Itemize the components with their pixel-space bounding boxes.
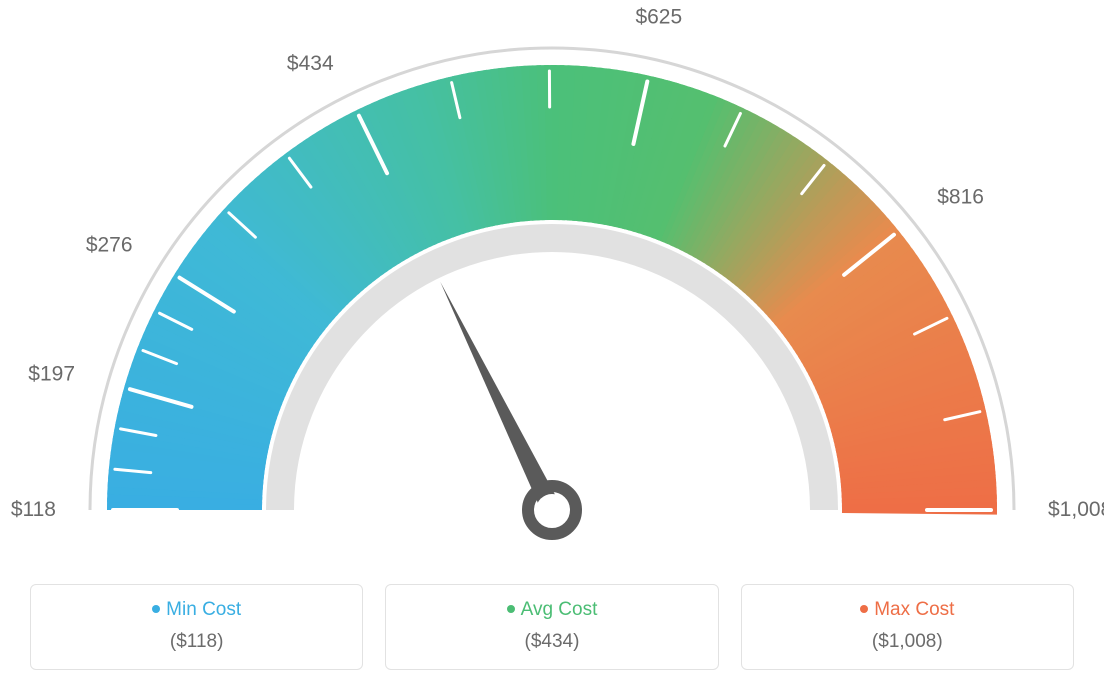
legend-min-cost: Min Cost ($118) xyxy=(30,584,363,670)
dot-icon xyxy=(860,605,868,613)
dot-icon xyxy=(152,605,160,613)
legend-max-label: Max Cost xyxy=(874,599,954,620)
legend-row: Min Cost ($118) Avg Cost ($434) Max Cost… xyxy=(30,584,1074,670)
gauge-tick-label: $118 xyxy=(11,498,56,521)
legend-max-title: Max Cost xyxy=(752,599,1063,621)
legend-max-cost: Max Cost ($1,008) xyxy=(741,584,1074,670)
legend-avg-title: Avg Cost xyxy=(396,599,707,621)
legend-min-title: Min Cost xyxy=(41,599,352,621)
gauge-needle xyxy=(440,282,576,534)
gauge-tick-label: $625 xyxy=(635,6,682,29)
gauge-tick-label: $434 xyxy=(287,52,334,75)
cost-gauge-chart: $118 $197 $276 $434 $625 $816 $1,008 xyxy=(0,0,1104,560)
gauge-tick-label: $197 xyxy=(28,363,75,386)
gauge-tick-label: $816 xyxy=(937,186,984,209)
legend-avg-label: Avg Cost xyxy=(521,599,598,620)
legend-max-value: ($1,008) xyxy=(752,631,1063,653)
gauge-tick-label: $276 xyxy=(86,234,133,257)
gauge-color-band xyxy=(107,65,997,515)
legend-min-label: Min Cost xyxy=(166,599,241,620)
gauge-tick-label: $1,008 xyxy=(1048,498,1104,521)
legend-min-value: ($118) xyxy=(41,631,352,653)
dot-icon xyxy=(507,605,515,613)
legend-avg-value: ($434) xyxy=(396,631,707,653)
legend-avg-cost: Avg Cost ($434) xyxy=(385,584,718,670)
